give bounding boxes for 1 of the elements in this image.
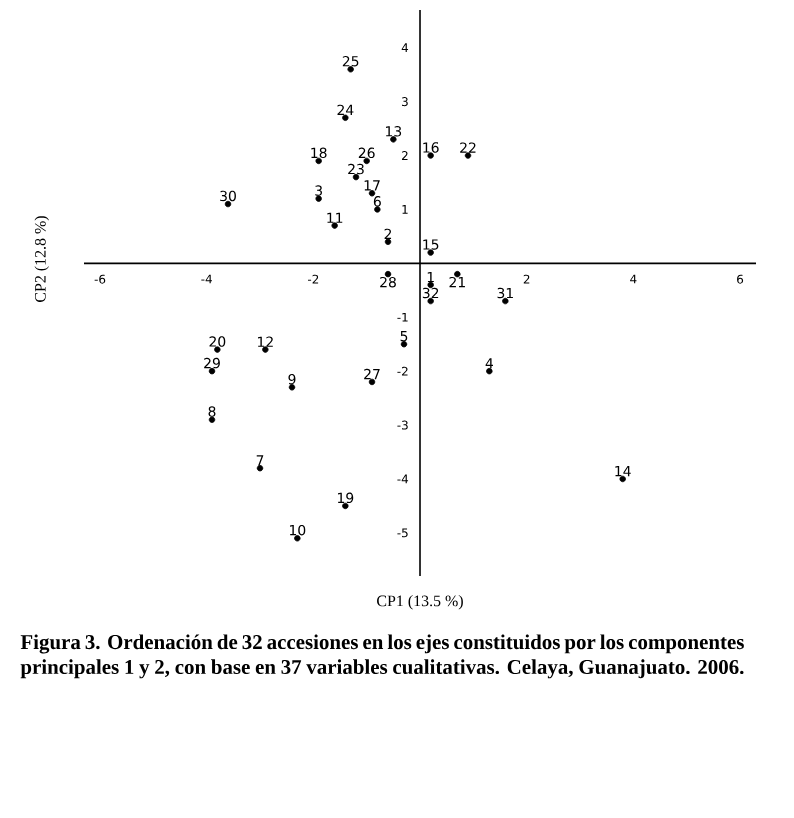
text: Figura 3. Ordenación de 32 accesiones en los ejes constituidos por los componentes principales 1 y 2, con base en 37 variables cualitativas. Celaya, Guanajuato. 2006.	[20, 634, 744, 679]
